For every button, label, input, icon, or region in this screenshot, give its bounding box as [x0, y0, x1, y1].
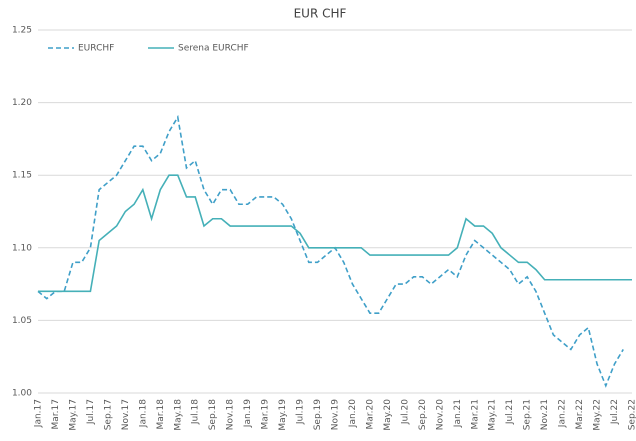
x-tick-label: Sep.20 [418, 399, 428, 431]
x-tick-label: Sep.21 [523, 399, 533, 430]
y-tick-label: 1.05 [12, 316, 32, 326]
x-tick-label: May.22 [593, 399, 603, 431]
x-tick-label: May.19 [278, 399, 288, 431]
x-tick-label: May.17 [68, 399, 78, 431]
x-tick-label: May.18 [173, 399, 183, 431]
x-tick-label: Nov.20 [435, 399, 445, 430]
y-tick-label: 1.10 [12, 243, 32, 253]
x-tick-label: May.20 [383, 399, 393, 431]
x-tick-label: Jan.17 [34, 399, 44, 428]
x-tick-label: Sep.18 [208, 399, 218, 431]
x-tick-label: Mar.20 [365, 399, 375, 430]
series-line [37, 114, 624, 388]
x-tick-label: Nov.19 [331, 399, 341, 430]
x-tick-label: Sep.17 [103, 399, 113, 430]
x-tick-label: Jul.20 [400, 399, 410, 425]
x-tick-label: Jan.18 [138, 399, 148, 428]
x-tick-label: Mar.17 [51, 399, 61, 429]
x-tick-label: May.21 [488, 399, 498, 431]
y-tick-label: 1.15 [12, 171, 32, 181]
legend-label: EURCHF [78, 44, 114, 54]
series-line [38, 174, 632, 293]
x-tick-label: Jul.17 [86, 399, 96, 425]
x-tick-label: Sep.19 [313, 399, 323, 431]
y-tick-label: 1.00 [12, 389, 32, 399]
legend-label: Serena EURCHF [178, 44, 249, 54]
x-tick-label: Mar.19 [261, 399, 271, 430]
x-tick-label: Mar.21 [470, 399, 480, 429]
x-tick-label: Jan.21 [453, 399, 463, 428]
chart-title: EUR CHF [294, 7, 347, 21]
x-tick-label: Jul.18 [191, 399, 201, 425]
x-tick-label: Nov.21 [540, 399, 550, 430]
x-tick-label: Jan.19 [243, 399, 253, 428]
x-tick-label: Mar.18 [156, 399, 166, 430]
y-tick-label: 1.20 [12, 98, 32, 108]
x-tick-label: Mar.22 [575, 399, 585, 429]
x-tick-label: Jan.20 [348, 399, 358, 428]
x-tick-label: Jul.22 [610, 399, 620, 425]
x-tick-label: Jul.21 [505, 399, 515, 425]
x-tick-label: Jul.19 [296, 399, 306, 425]
x-tick-label: Nov.17 [121, 399, 131, 430]
x-tick-label: Jan.22 [558, 399, 568, 428]
y-tick-label: 1.25 [12, 26, 32, 36]
x-tick-label: Nov.18 [226, 399, 236, 430]
x-tick-label: Sep.22 [628, 399, 636, 430]
